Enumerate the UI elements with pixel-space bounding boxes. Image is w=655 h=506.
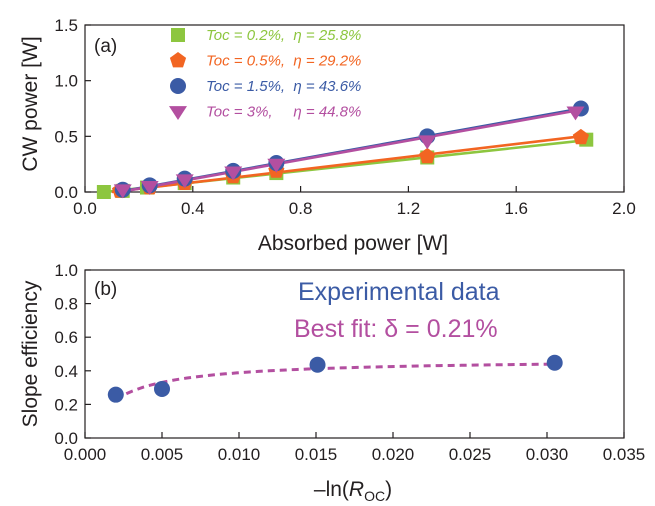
legend-marker-pentagon [169,52,187,68]
data-point-pentagon [419,147,436,164]
legend-marker-circle [170,78,186,94]
y-tick-label: 0.5 [54,127,78,146]
x-tick-label: 0.010 [218,445,261,464]
data-point-triangle-down [267,158,286,173]
panel-b-ticks: 0.000 0.005 0.010 0.015 0.020 0.025 0.030 0.035… [54,261,645,464]
x-tick-label: 0.0 [73,199,97,218]
panel-a-fit-lines [103,107,587,194]
experimental-data-point [154,380,170,397]
y-tick-label: 0.4 [54,362,78,381]
panel-a-data-points [96,100,594,199]
data-point-pentagon [572,128,589,145]
x-tick-label: 0.025 [449,445,492,464]
x-tick-label: 1.6 [504,199,528,218]
legend-label: Toc = 1.5%, η = 43.6% [206,78,361,95]
experimental-data-point [546,354,563,371]
data-point-square [96,185,111,199]
panel-b-fit-curve [115,362,555,401]
panel-a-legend: Toc = 0.2%, η = 25.8% Toc = 0.5%, η = 29.… [169,27,361,121]
y-tick-label: 0.6 [54,328,78,347]
legend-best-fit: Best fit: δ = 0.21% [294,315,498,343]
y-tick-label: 1.5 [54,16,78,35]
panel-b-plot-frame [84,269,625,439]
panel-a-x-axis-title: Absorbed power [W] [258,232,448,255]
x-tick-label: 0.035 [603,445,646,464]
experimental-data-point [107,386,124,403]
x-tick-label: 0.020 [372,445,415,464]
panel-b-label: (b) [94,279,117,300]
experimental-data-point [309,356,326,373]
best-fit-curve [115,362,555,401]
panel-a-ticks: 0.0 0.4 0.8 1.2 1.6 2.0 0.0 0.5 1.0 1.5 [54,16,635,218]
y-tick-label: 0.2 [54,395,78,414]
x-tick-label: 0.000 [64,445,107,464]
panel-b-y-axis-title: Slope efficiency [19,280,42,427]
data-point-triangle-down [140,181,159,195]
legend-label: Toc = 0.5%, η = 29.2% [206,53,361,70]
x-tick-label: 0.030 [526,445,569,464]
y-tick-label: 0.0 [54,429,78,448]
data-point-triangle-down [566,106,585,121]
y-tick-label: 0.8 [54,295,78,314]
y-tick-label: 1.0 [54,72,78,91]
panel-b-data-points [107,354,563,403]
panel-a-plot-frame [84,24,625,193]
legend-marker-triangle-down [169,106,187,121]
panel-b-x-axis-title: –ln(ROC) [314,478,392,504]
x-tick-label: 0.4 [181,199,205,218]
x-tick-label: 0.8 [289,199,313,218]
legend-marker-square [171,28,185,42]
fit-line-triangle-down [119,109,576,194]
panel-a: 0.0 0.4 0.8 1.2 1.6 2.0 0.0 0.5 1.0 1.5 Toc = 0.2… [19,16,636,255]
panel-a-y-axis-title: CW power [W] [19,36,42,171]
legend-label: Toc = 3%, η = 44.8% [206,104,361,121]
data-point-triangle-down [113,184,132,199]
data-point-triangle-down [418,135,437,150]
legend-experimental-data: Experimental data [298,278,500,306]
y-tick-label: 1.0 [54,261,78,280]
data-point-triangle-down [224,166,243,181]
x-tick-label: 0.005 [141,445,184,464]
y-tick-label: 0.0 [54,183,78,202]
x-tick-label: 1.2 [397,199,421,218]
legend-label: Toc = 0.2%, η = 25.8% [206,27,361,44]
x-tick-label: 2.0 [612,199,636,218]
panel-b: 0.000 0.005 0.010 0.015 0.020 0.025 0.030 0.035… [19,261,645,504]
data-point-triangle-down [175,174,194,189]
x-tick-label: 0.015 [295,445,338,464]
panel-a-label: (a) [94,36,117,57]
